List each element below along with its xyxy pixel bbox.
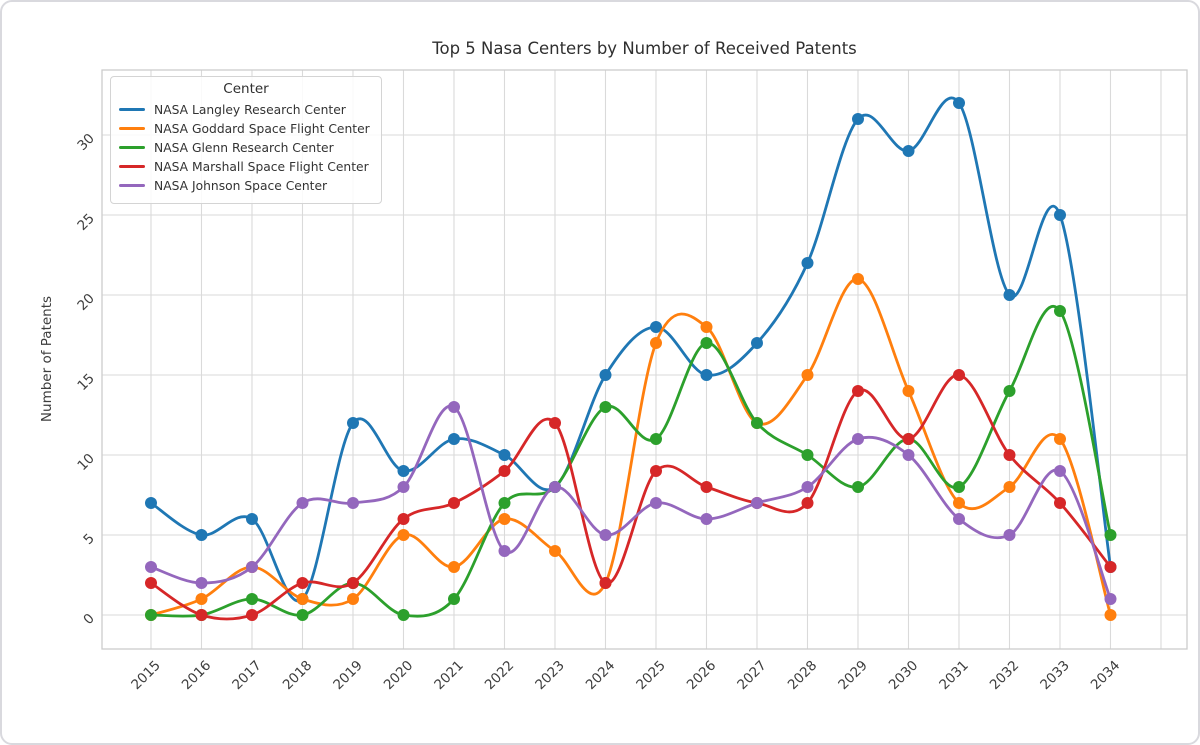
plot-border <box>101 69 1188 650</box>
legend-item-langley: NASA Langley Research Center <box>119 100 373 119</box>
svg-text:2023: 2023 <box>532 658 568 694</box>
svg-text:2021: 2021 <box>431 658 467 694</box>
legend-line-swatch <box>119 184 145 187</box>
legend-line-swatch <box>119 146 145 149</box>
legend-line-swatch <box>119 127 145 130</box>
svg-text:20: 20 <box>74 291 97 314</box>
legend-item-johnson: NASA Johnson Space Center <box>119 176 373 195</box>
legend-title: Center <box>223 81 269 97</box>
svg-text:10: 10 <box>74 451 97 474</box>
svg-text:2018: 2018 <box>280 658 316 694</box>
svg-text:2016: 2016 <box>179 658 215 694</box>
svg-text:2017: 2017 <box>229 658 265 694</box>
svg-text:30: 30 <box>74 131 97 154</box>
legend-label: NASA Glenn Research Center <box>154 140 334 155</box>
legend-line-swatch <box>119 165 145 168</box>
svg-text:2030: 2030 <box>886 658 922 694</box>
chart-title: Top 5 Nasa Centers by Number of Received… <box>432 39 857 58</box>
svg-text:2034: 2034 <box>1088 658 1124 694</box>
svg-text:2020: 2020 <box>381 658 417 694</box>
svg-text:5: 5 <box>80 531 97 548</box>
svg-text:2015: 2015 <box>128 658 164 694</box>
legend-label: NASA Goddard Space Flight Center <box>154 121 370 136</box>
legend-label: NASA Johnson Space Center <box>154 178 328 193</box>
y-tick-labels: 0 5 10 15 20 25 30 <box>74 131 97 628</box>
svg-text:2026: 2026 <box>684 658 720 694</box>
svg-text:15: 15 <box>74 371 97 394</box>
legend: Center NASA Langley Research Center NASA… <box>110 76 382 204</box>
legend-label: NASA Langley Research Center <box>154 102 346 117</box>
svg-text:2025: 2025 <box>633 658 669 694</box>
svg-text:2022: 2022 <box>482 658 518 694</box>
legend-label: NASA Marshall Space Flight Center <box>154 159 369 174</box>
legend-item-glenn: NASA Glenn Research Center <box>119 138 373 157</box>
svg-text:2028: 2028 <box>785 658 821 694</box>
legend-item-marshall: NASA Marshall Space Flight Center <box>119 157 373 176</box>
svg-text:2024: 2024 <box>583 658 619 694</box>
svg-text:0: 0 <box>80 611 97 628</box>
svg-text:2033: 2033 <box>1037 658 1073 694</box>
svg-text:2029: 2029 <box>835 658 871 694</box>
svg-text:2027: 2027 <box>734 658 770 694</box>
legend-line-swatch <box>119 108 145 111</box>
legend-item-goddard: NASA Goddard Space Flight Center <box>119 119 373 138</box>
x-tick-labels: 2015 2016 2017 2018 2019 2020 2021 2022 2023 2024… <box>128 658 1123 694</box>
svg-text:2032: 2032 <box>987 658 1023 694</box>
series-lines <box>145 96 1117 621</box>
svg-text:2031: 2031 <box>936 658 972 694</box>
svg-text:25: 25 <box>74 211 97 234</box>
svg-text:2019: 2019 <box>330 658 366 694</box>
